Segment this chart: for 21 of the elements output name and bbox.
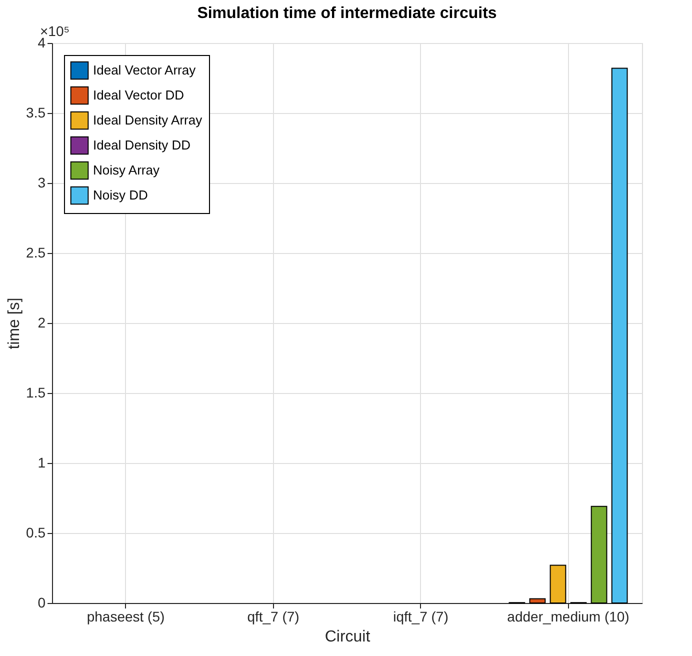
x-axis-title: Circuit <box>324 628 371 646</box>
legend-label: Noisy Array <box>93 162 160 178</box>
x-tick-label: iqft_7 (7) <box>393 608 448 624</box>
chart-title: Simulation time of intermediate circuits <box>197 5 497 22</box>
legend-label: Noisy DD <box>93 188 148 202</box>
y-tick-label: 1.5 <box>26 384 46 400</box>
y-tick-label: 3 <box>38 174 46 190</box>
y-tick-label: 2 <box>38 314 46 330</box>
legend-label: Ideal Density Array <box>93 112 203 128</box>
legend-label: Ideal Density DD <box>93 138 191 152</box>
y-tick-label: 0.5 <box>26 524 46 540</box>
y-tick-label: 3.5 <box>26 104 46 120</box>
x-tick-label: phaseest (5) <box>86 608 165 624</box>
x-tick-label: adder_medium (10) <box>507 608 630 624</box>
y-axis-title: time [s] <box>6 298 24 350</box>
y-tick-label: 2.5 <box>26 244 46 260</box>
y-tick-label: 0 <box>38 594 46 610</box>
legend-label: Ideal Vector DD <box>93 88 184 102</box>
y-tick-label: 1 <box>38 454 46 470</box>
legend-label: Ideal Vector Array <box>93 62 196 78</box>
x-tick-label: qft_7 (7) <box>247 608 300 624</box>
